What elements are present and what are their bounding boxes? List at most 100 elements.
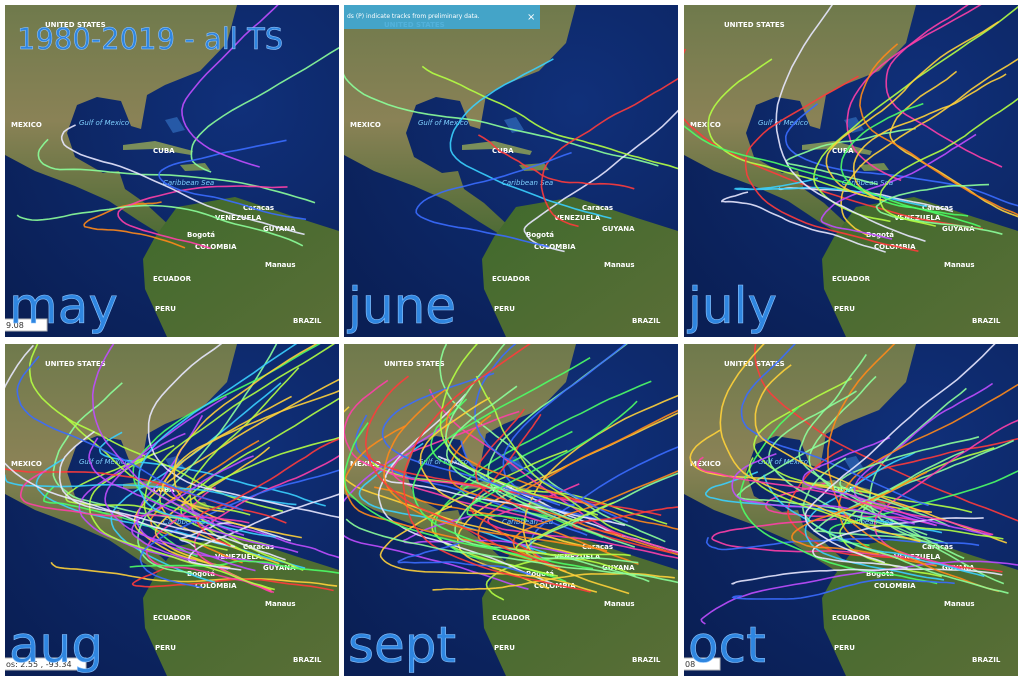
status-box xyxy=(5,657,87,671)
info-banner xyxy=(344,5,540,29)
storm-track xyxy=(43,485,198,558)
storm-track xyxy=(161,390,339,513)
storm-track xyxy=(820,133,977,240)
map-label: COLOMBIA xyxy=(195,582,237,590)
status-box xyxy=(684,657,721,671)
map-label: GUYANA xyxy=(263,225,296,233)
storm-track xyxy=(700,560,1018,625)
map-label: PERU xyxy=(494,305,515,313)
storm-track xyxy=(804,344,996,564)
map-label: PERU xyxy=(155,644,176,652)
map-label: Bogotá xyxy=(187,231,215,239)
storm-track xyxy=(379,505,598,593)
storm-track xyxy=(785,127,916,186)
map-label: MEXICO xyxy=(690,121,721,129)
storm-track xyxy=(439,344,599,516)
storm-track xyxy=(571,506,678,537)
storm-track xyxy=(802,457,1009,594)
map-label: PERU xyxy=(834,305,855,313)
storm-track xyxy=(145,486,273,594)
map-label: GUYANA xyxy=(602,564,635,572)
storm-track xyxy=(711,518,905,558)
storm-track xyxy=(37,138,316,204)
map-label: Bogotá xyxy=(526,231,554,239)
storm-track xyxy=(731,568,1003,585)
map-label: BRAZIL xyxy=(632,317,661,325)
map-label: BRAZIL xyxy=(972,317,1001,325)
map-label: Caribbean Sea xyxy=(163,179,214,187)
status-text: 08 xyxy=(685,660,695,669)
storm-track xyxy=(684,125,981,228)
storm-track xyxy=(402,344,591,593)
status-text: os: 2.55 , -93.34 xyxy=(6,660,72,669)
map-label: Caracas xyxy=(243,204,274,212)
map-label: Caracas xyxy=(922,543,953,551)
storm-track xyxy=(744,75,919,252)
storm-track xyxy=(131,565,334,592)
storm-track xyxy=(364,375,561,569)
map-label: CUBA xyxy=(492,147,514,155)
storm-track xyxy=(60,124,305,236)
month-label: oct xyxy=(688,616,766,674)
storm-track xyxy=(474,408,672,554)
map-label: Manaus xyxy=(604,261,635,269)
storm-track xyxy=(802,436,992,536)
map-label: ECUADOR xyxy=(153,614,192,622)
storm-track xyxy=(449,58,612,220)
storm-track xyxy=(344,426,529,590)
storm-track xyxy=(731,452,915,525)
storm-track xyxy=(478,134,635,190)
storm-track xyxy=(88,452,276,591)
banner-close: × xyxy=(527,12,535,23)
map-label: VENEZUELA xyxy=(554,214,601,222)
storm-track xyxy=(720,191,886,253)
map-label: COLOMBIA xyxy=(195,243,237,251)
map-label: Bogotá xyxy=(866,231,894,239)
map-label: BRAZIL xyxy=(293,317,322,325)
map-label: PERU xyxy=(834,644,855,652)
storm-track xyxy=(58,430,286,561)
map-label: Caracas xyxy=(243,543,274,551)
map-label: Gulf of Mexico xyxy=(758,458,808,466)
map-label: VENEZUELA xyxy=(215,553,262,561)
storm-track xyxy=(707,58,867,197)
map-label: UNITED STATES xyxy=(384,360,445,368)
storm-track xyxy=(65,444,192,522)
storm-track xyxy=(358,442,547,554)
map-label: BRAZIL xyxy=(972,656,1001,664)
map-label: Caribbean Sea xyxy=(842,179,893,187)
storm-track xyxy=(852,73,1007,200)
map-label: Gulf of Mexico xyxy=(79,119,129,127)
map-label: COLOMBIA xyxy=(534,582,576,590)
map-label: UNITED STATES xyxy=(45,360,106,368)
map-label: ECUADOR xyxy=(492,614,531,622)
map-label: Manaus xyxy=(604,600,635,608)
map-label: MEXICO xyxy=(690,460,721,468)
storm-track xyxy=(344,73,659,167)
map-label: Caribbean Sea xyxy=(502,518,553,526)
storm-track xyxy=(475,375,651,542)
storm-track xyxy=(885,5,1003,168)
banner-text: ds (P) indicate tracks from preliminary … xyxy=(347,13,480,20)
storm-track xyxy=(381,372,575,507)
storm-track xyxy=(811,517,984,569)
map-label: GUYANA xyxy=(602,225,635,233)
storm-track xyxy=(196,438,339,547)
map-label: MEXICO xyxy=(11,121,42,129)
storm-track xyxy=(775,5,926,242)
storm-track xyxy=(344,406,583,557)
map-label: UNITED STATES xyxy=(724,21,785,29)
storm-track xyxy=(5,344,236,548)
storm-track xyxy=(430,398,604,539)
storm-track xyxy=(767,390,922,539)
month-label: june xyxy=(347,277,456,335)
month-label: may xyxy=(9,277,118,335)
storm-track xyxy=(181,5,279,168)
status-text: 9.08 xyxy=(6,321,24,330)
map-label: ECUADOR xyxy=(832,275,871,283)
storm-track xyxy=(540,77,678,228)
map-label: MEXICO xyxy=(11,460,42,468)
